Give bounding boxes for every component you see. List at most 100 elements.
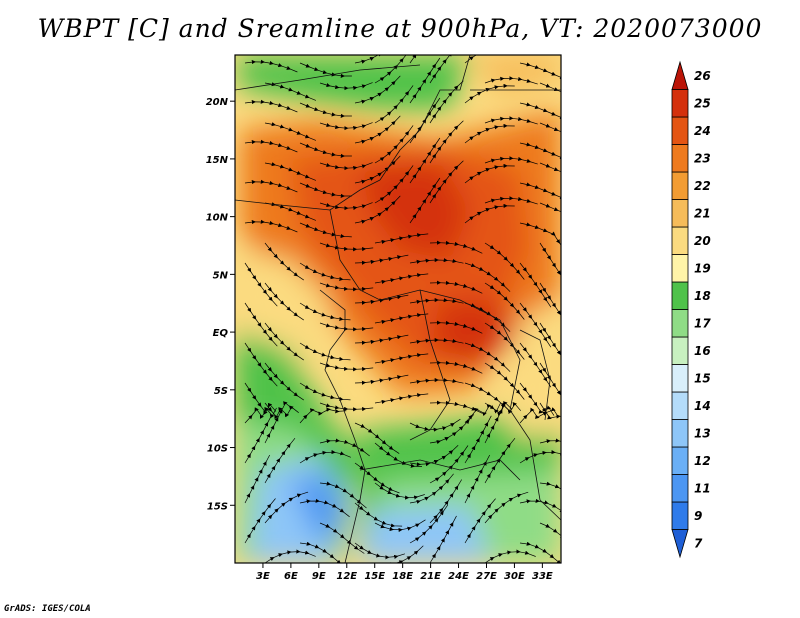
lat-tick-label: EQ	[213, 328, 229, 339]
streamline	[519, 62, 561, 80]
lon-tick-label: 3E	[256, 571, 270, 582]
map-frame	[234, 54, 562, 564]
streamline	[319, 438, 370, 457]
streamline	[244, 99, 298, 113]
colorbar: 7 9 11 12 13 14 15 16 17 18 19 20 21 22 23 24 25 26	[671, 60, 711, 559]
streamline	[299, 262, 351, 282]
streamline	[374, 233, 429, 244]
lon-tick-label: 15E	[364, 571, 385, 582]
streamline	[374, 85, 414, 124]
colorbar-label: 23	[694, 151, 711, 165]
streamline	[354, 195, 401, 224]
streamline	[264, 242, 304, 281]
streamline	[354, 294, 409, 305]
streamline	[519, 102, 561, 120]
colorbar-swatch	[671, 529, 689, 559]
streamline	[299, 407, 347, 424]
colorbar-swatch	[671, 116, 689, 145]
streamline	[319, 282, 374, 292]
streamline	[299, 342, 351, 362]
colorbar-swatch	[671, 364, 689, 393]
streamline	[374, 273, 429, 284]
streamline	[374, 165, 414, 204]
streamline	[374, 313, 429, 324]
streamline	[374, 125, 414, 164]
streamline	[244, 415, 272, 464]
lon-tick-label: 27E	[476, 571, 497, 582]
grads-credit: GrADS: IGES/COLA	[4, 604, 91, 614]
streamline	[464, 163, 515, 184]
streamline	[264, 437, 296, 484]
map-title: WBPT [C] and Sreamline at 900hPa, VT: 20…	[37, 14, 763, 43]
colorbar-swatch	[671, 281, 689, 310]
streamline	[429, 280, 483, 294]
colorbar-label: 13	[694, 426, 711, 440]
colorbar-label: 22	[694, 179, 711, 193]
streamline	[244, 139, 298, 153]
streamline	[429, 445, 469, 484]
streamline	[244, 59, 298, 73]
streamline	[299, 302, 351, 322]
lon-tick-label: 18E	[392, 571, 413, 582]
streamline	[299, 382, 351, 402]
streamline	[519, 450, 561, 464]
lon-tick-label: 30E	[504, 571, 525, 582]
streamline	[374, 393, 429, 404]
colorbar-swatch	[671, 60, 689, 90]
streamline	[409, 137, 441, 184]
lon-tick-label: 9E	[312, 571, 326, 582]
colorbar-label: 25	[694, 96, 711, 110]
streamline	[354, 55, 396, 64]
lon-tick-label: 24E	[448, 571, 469, 582]
streamline	[299, 498, 350, 518]
streamline	[539, 162, 561, 181]
colorbar-label: 19	[694, 261, 711, 275]
streamline	[519, 407, 559, 424]
colorbar-label: 12	[694, 454, 711, 468]
colorbar-label: 7	[694, 536, 703, 550]
streamline	[319, 522, 365, 554]
streamline	[484, 76, 538, 85]
streamline	[464, 83, 515, 104]
streamline	[539, 362, 561, 403]
streamline	[374, 55, 410, 84]
streamline	[519, 182, 561, 200]
streamline	[464, 123, 515, 144]
streamline	[264, 549, 316, 563]
map-axes: 20N 15N 10N 5N EQ 5S 10S 15S 3E 6E 9E 12E 15E 18E 21E 2…	[206, 97, 553, 582]
colorbar-label: 9	[694, 509, 702, 523]
streamline	[299, 182, 352, 198]
streamline	[519, 142, 561, 160]
streamline	[409, 177, 441, 224]
streamline	[539, 202, 561, 221]
streamlines	[244, 55, 561, 563]
colorbar-label: 20	[694, 234, 711, 248]
streamline	[484, 242, 525, 280]
lon-tick-label: 21E	[420, 571, 441, 582]
streamline	[429, 515, 457, 563]
lon-tick-label: 12E	[336, 571, 357, 582]
lat-tick-label: 15S	[207, 501, 228, 512]
lon-tick-label: 33E	[532, 571, 553, 582]
streamline	[354, 334, 409, 345]
streamline	[519, 498, 561, 513]
streamline	[299, 142, 352, 158]
streamline	[429, 320, 483, 334]
streamline	[319, 242, 374, 252]
lat-tick-label: 10N	[206, 213, 229, 224]
streamline	[464, 454, 491, 504]
streamline	[264, 322, 304, 361]
streamline	[429, 360, 483, 374]
streamline	[374, 353, 429, 364]
colorbar-swatch	[671, 144, 689, 173]
streamline	[464, 55, 508, 64]
streamline	[375, 545, 424, 563]
lat-tick-label: 10S	[207, 444, 228, 455]
streamline	[539, 82, 561, 101]
streamline	[354, 374, 409, 385]
streamline	[484, 156, 538, 165]
streamline	[464, 498, 496, 544]
colorbar-swatch	[671, 474, 689, 503]
colorbar-swatch	[671, 391, 689, 420]
